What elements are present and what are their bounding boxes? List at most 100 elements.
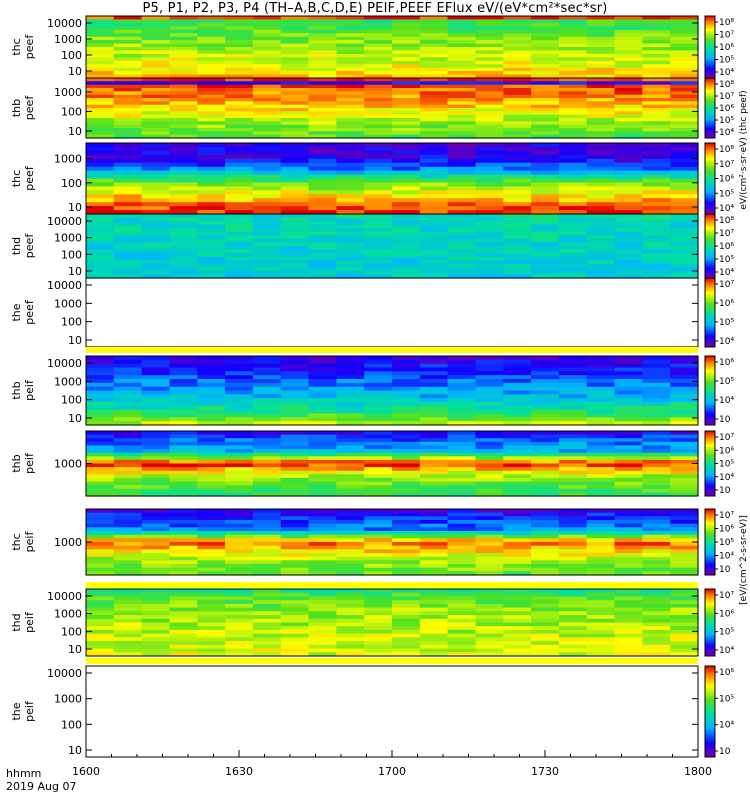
heatmap-cell	[336, 410, 364, 414]
heatmap-cell	[559, 482, 587, 486]
panel-label: peif	[23, 531, 36, 553]
heatmap-cell	[86, 57, 114, 61]
colorbar	[705, 509, 715, 575]
heatmap-cell	[364, 371, 392, 375]
heatmap-cell	[503, 553, 531, 557]
heatmap-cell	[253, 246, 281, 250]
heatmap-cell	[86, 26, 114, 30]
heatmap-cell	[587, 260, 615, 264]
heatmap-cell	[476, 151, 504, 156]
heatmap-cell	[114, 360, 142, 364]
heatmap-cell	[281, 471, 309, 475]
heatmap-cell	[309, 228, 337, 232]
heatmap-cell	[170, 542, 198, 546]
heatmap-cell	[364, 464, 392, 468]
heatmap-cell	[309, 604, 337, 608]
heatmap-cell	[448, 649, 476, 653]
heatmap-cell	[86, 406, 114, 410]
heatmap-cell	[253, 71, 281, 75]
heatmap-cell	[197, 121, 225, 125]
heatmap-cell	[197, 527, 225, 531]
heatmap-cell	[309, 456, 337, 460]
heatmap-cell	[392, 456, 420, 460]
heatmap-cell	[476, 406, 504, 410]
heatmap-cell	[309, 489, 337, 493]
heatmap-cell	[281, 649, 309, 653]
heatmap-cell	[142, 33, 170, 37]
heatmap-cell	[615, 379, 643, 383]
heatmap-cell	[503, 560, 531, 564]
heatmap-cell	[364, 360, 392, 364]
heatmap-cell	[503, 453, 531, 457]
heatmap-cell	[364, 121, 392, 125]
heatmap-cell	[309, 398, 337, 402]
heatmap-cell	[503, 445, 531, 449]
heatmap-cell	[142, 175, 170, 180]
heatmap-cell	[642, 167, 670, 172]
heatmap-cell	[476, 449, 504, 453]
heatmap-cell	[531, 159, 559, 164]
heatmap-cell	[615, 57, 643, 61]
heatmap-cell	[336, 111, 364, 115]
heatmap-cell	[503, 186, 531, 191]
heatmap-cell	[587, 155, 615, 160]
heatmap-cell	[420, 214, 448, 218]
panel-label: thb	[10, 381, 23, 399]
heatmap-cell	[364, 111, 392, 115]
heatmap-cell	[420, 593, 448, 597]
heatmap-cell	[559, 564, 587, 568]
heatmap-cell	[559, 19, 587, 23]
heatmap-cell	[364, 456, 392, 460]
heatmap-cell	[253, 398, 281, 402]
heatmap-cell	[364, 182, 392, 187]
heatmap-cell	[225, 202, 253, 207]
heatmap-cell	[670, 414, 698, 418]
heatmap-cell	[142, 101, 170, 105]
heatmap-cell	[170, 478, 198, 482]
panel-1: 10100100010000thc peef10⁴10⁵10⁶10⁷10⁸	[10, 16, 734, 79]
heatmap-cell	[253, 167, 281, 172]
heatmap-cell	[531, 641, 559, 645]
heatmap-cell	[587, 81, 615, 85]
heatmap-cell	[503, 202, 531, 207]
heatmap-cell	[420, 143, 448, 148]
heatmap-cell	[642, 171, 670, 176]
heatmap-cell	[170, 464, 198, 468]
heatmap-cell	[420, 186, 448, 191]
heatmap-cell	[364, 57, 392, 61]
heatmap-cell	[114, 206, 142, 211]
heatmap-cell	[670, 589, 698, 593]
heatmap-cell	[364, 356, 392, 360]
heatmap-cell	[642, 489, 670, 493]
panel-frame	[86, 278, 698, 347]
heatmap-cell	[670, 194, 698, 199]
heatmap-cell	[253, 64, 281, 68]
heatmap-cell	[86, 600, 114, 604]
heatmap-cell	[170, 619, 198, 623]
heatmap-cell	[114, 242, 142, 246]
heatmap-cell	[253, 471, 281, 475]
heatmap-cell	[309, 634, 337, 638]
heatmap-cell	[336, 57, 364, 61]
heatmap-cell	[225, 260, 253, 264]
heatmap-cell	[615, 40, 643, 44]
heatmap-cell	[225, 445, 253, 449]
heatmap-cell	[281, 509, 309, 513]
heatmap-cell	[476, 531, 504, 535]
heatmap-cell	[309, 121, 337, 125]
heatmap-cell	[197, 600, 225, 604]
heatmap-cell	[142, 194, 170, 199]
heatmap-cell	[114, 564, 142, 568]
heatmap-cell	[642, 186, 670, 191]
heatmap-cell	[336, 482, 364, 486]
heatmap-cell	[364, 478, 392, 482]
heatmap-cell	[114, 641, 142, 645]
heatmap-cell	[170, 242, 198, 246]
heatmap-cell	[114, 549, 142, 553]
heatmap-cell	[448, 19, 476, 23]
heatmap-cell	[615, 190, 643, 195]
heatmap-cell	[392, 50, 420, 54]
heatmap-cell	[587, 235, 615, 239]
heatmap-cell	[281, 111, 309, 115]
heatmap-cell	[642, 242, 670, 246]
